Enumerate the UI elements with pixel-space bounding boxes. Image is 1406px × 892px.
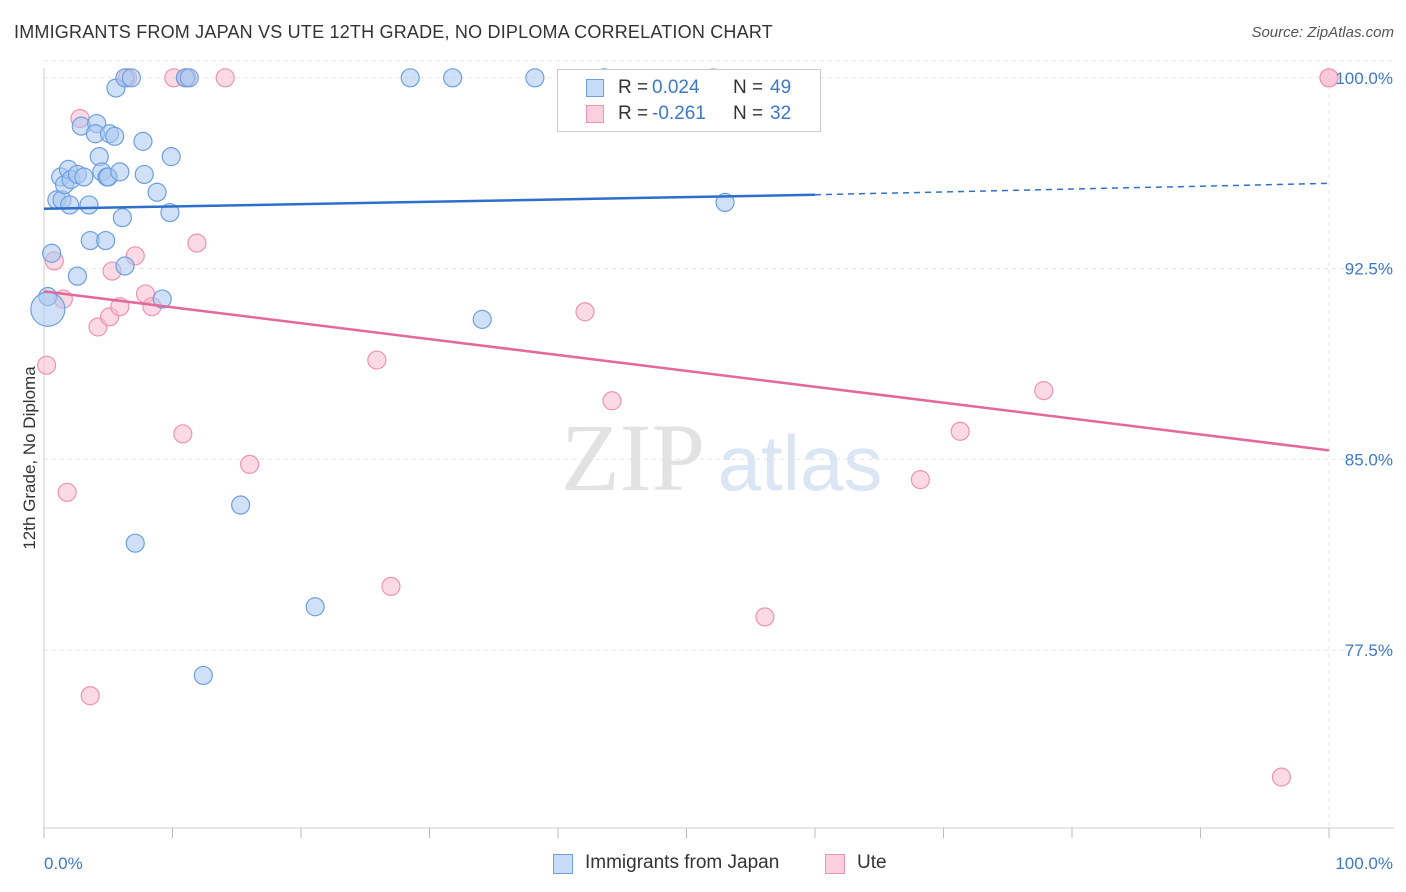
- japan-point: [67, 266, 88, 286]
- ute-point: [755, 607, 775, 627]
- chart-title: IMMIGRANTS FROM JAPAN VS UTE 12TH GRADE,…: [14, 22, 773, 42]
- japan-point: [125, 533, 145, 553]
- japan-point: [96, 230, 116, 251]
- japan-point: [147, 182, 167, 202]
- japan-point: [715, 192, 735, 213]
- japan-point: [133, 131, 153, 151]
- legend-r-value-ute: -0.261: [652, 103, 706, 124]
- japan-point: [112, 208, 132, 228]
- ute-point: [910, 470, 930, 490]
- ute-point: [367, 350, 387, 370]
- japan-point: [525, 68, 545, 88]
- legend-label-japan: Immigrants from Japan: [585, 852, 780, 873]
- x-tick-label: 100.0%: [1335, 854, 1393, 873]
- legend-swatch-ute: [825, 854, 845, 874]
- japan-point: [400, 68, 420, 88]
- watermark-atlas: atlas: [718, 419, 883, 507]
- japan-point: [60, 195, 80, 215]
- japan-point: [231, 495, 251, 515]
- japan-point: [472, 309, 492, 329]
- japan-point: [79, 195, 99, 215]
- japan-points: [30, 68, 735, 686]
- y-tick-label: 85.0%: [1345, 450, 1393, 469]
- y-tick-label: 92.5%: [1345, 260, 1393, 279]
- watermark-zip: ZIP: [561, 404, 705, 511]
- x-tick-label: 0.0%: [44, 854, 83, 873]
- ute-point: [240, 454, 260, 474]
- trend-line-japan: [43, 193, 816, 211]
- trend-line-japan-dashed: [814, 182, 1330, 196]
- trend-lines: [43, 182, 1330, 452]
- ute-point: [381, 576, 401, 597]
- japan-point: [74, 167, 94, 187]
- japan-point: [179, 68, 199, 88]
- y-tick-labels: 77.5% 85.0% 92.5% 100.0%: [1335, 69, 1393, 660]
- japan-point: [105, 126, 125, 146]
- japan-point: [443, 68, 463, 88]
- ute-point: [80, 686, 100, 706]
- legend-r-label: R =: [618, 103, 649, 124]
- japan-point: [110, 162, 130, 182]
- trend-line-ute: [43, 290, 1330, 452]
- ute-point: [1319, 68, 1339, 88]
- japan-point: [161, 147, 181, 167]
- y-tick-label: 100.0%: [1335, 69, 1393, 88]
- x-tick-labels: 0.0% 100.0%: [44, 854, 1393, 873]
- japan-point: [305, 597, 325, 617]
- correlation-legend: R = 0.024 N = 49 R = -0.261 N = 32: [557, 69, 821, 132]
- legend-r-label: R =: [618, 77, 649, 98]
- ute-point: [602, 391, 622, 411]
- japan-point: [121, 68, 141, 88]
- y-tick-label: 77.5%: [1345, 641, 1393, 660]
- legend-row-ute: R = -0.261 N = 32: [558, 102, 820, 126]
- ute-point: [187, 233, 207, 253]
- japan-point: [152, 289, 172, 309]
- legend-swatch-ute: [586, 105, 604, 123]
- ute-point: [173, 424, 193, 444]
- axes: [43, 68, 1394, 838]
- japan-point: [42, 243, 62, 263]
- japan-point: [193, 665, 213, 686]
- ute-point: [575, 302, 595, 322]
- watermark: ZIP atlas: [561, 404, 882, 511]
- ute-point: [57, 482, 77, 502]
- legend-n-value-japan: 49: [770, 77, 792, 98]
- legend-n-value-ute: 32: [770, 103, 792, 124]
- y-axis-title: 12th Grade, No Diploma: [20, 366, 39, 550]
- legend-r-value-japan: 0.024: [652, 77, 700, 98]
- ute-point: [1271, 767, 1292, 787]
- series-legend: Immigrants from Japan Ute: [0, 852, 1406, 876]
- japan-point: [30, 291, 66, 327]
- source-label: Source: ZipAtlas.com: [1251, 24, 1394, 41]
- legend-n-label: N =: [733, 103, 764, 124]
- legend-swatch-japan: [553, 854, 573, 874]
- legend-row-japan: R = 0.024 N = 49: [558, 76, 820, 100]
- ute-point: [215, 68, 235, 88]
- legend-n-label: N =: [733, 77, 764, 98]
- ute-point: [36, 355, 57, 375]
- japan-point: [160, 202, 180, 223]
- legend-swatch-japan: [586, 79, 604, 97]
- japan-point: [115, 256, 135, 276]
- ute-point: [1034, 380, 1054, 401]
- ute-point: [950, 421, 970, 441]
- legend-label-ute: Ute: [857, 852, 887, 873]
- japan-point: [134, 164, 154, 185]
